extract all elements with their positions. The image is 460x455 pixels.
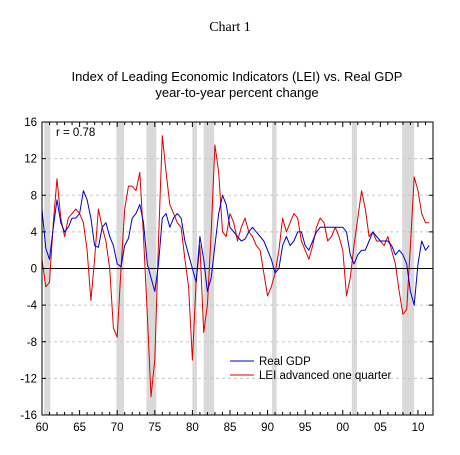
chart-title: Chart 1 (209, 20, 251, 35)
x-tick-label: 80 (186, 422, 199, 434)
legend: Real GDP LEI advanced one quarter (230, 356, 392, 382)
x-tick-label: 05 (374, 422, 387, 434)
x-tick-label: 65 (73, 422, 86, 434)
plot-title-line-2: year-to-year percent change (155, 85, 319, 100)
y-tick-label: -4 (27, 300, 38, 312)
y-tick-label: -16 (20, 410, 37, 422)
x-tick-label: 60 (36, 422, 49, 434)
series-line (41, 135, 430, 398)
correlation-annotation: r = 0.78 (56, 127, 95, 139)
x-tick-label: 75 (148, 422, 161, 434)
legend-label: Real GDP (259, 356, 311, 368)
x-tick-label: 85 (224, 422, 237, 434)
y-tick-label: -8 (27, 337, 37, 349)
series-lines (41, 135, 430, 398)
series-line (41, 190, 430, 306)
x-tick-label: 00 (336, 422, 349, 434)
x-tick-label: 95 (299, 422, 312, 434)
x-tick-label: 70 (111, 422, 124, 434)
y-tick-label: 12 (24, 154, 37, 166)
y-tick-label: -12 (20, 373, 37, 385)
x-tick-label: 10 (412, 422, 425, 434)
axis-ticks: -16 -12 -8 -4 0 4 8 12 16 60 65 70 75 80 85 90 95 00 05 10 (20, 117, 434, 434)
y-tick-label: 8 (31, 190, 37, 202)
y-tick-label: 4 (31, 227, 38, 239)
y-tick-label: 16 (24, 117, 37, 129)
plot-title-line-1: Index of Leading Economic Indicators (LE… (71, 69, 403, 84)
plot-title: Index of Leading Economic Indicators (LE… (42, 69, 432, 101)
gridlines (42, 158, 433, 379)
y-tick-label: 0 (31, 264, 37, 276)
x-tick-label: 90 (261, 422, 274, 434)
legend-label: LEI advanced one quarter (259, 370, 392, 382)
